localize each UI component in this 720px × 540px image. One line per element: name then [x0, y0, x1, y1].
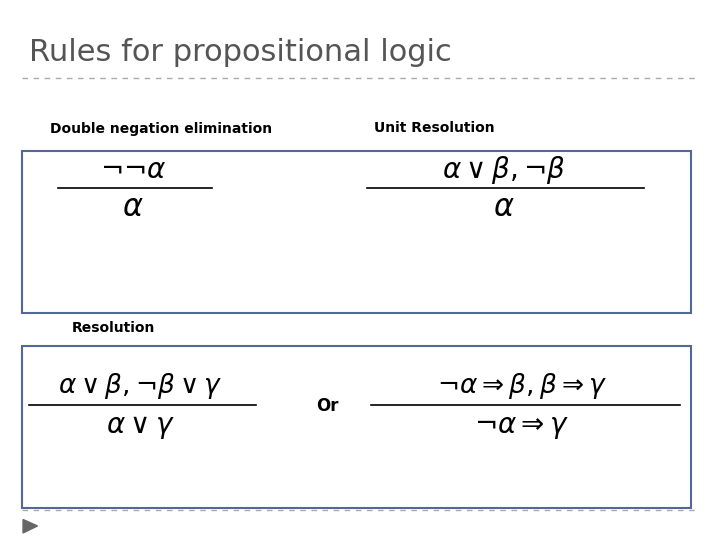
FancyBboxPatch shape [22, 346, 691, 508]
Text: $\neg\neg\alpha$: $\neg\neg\alpha$ [100, 156, 166, 184]
Polygon shape [23, 519, 37, 533]
Text: Double negation elimination: Double negation elimination [50, 122, 273, 136]
Text: $\alpha \vee \beta, \neg\beta \vee \gamma$: $\alpha \vee \beta, \neg\beta \vee \gamm… [58, 371, 222, 401]
FancyBboxPatch shape [22, 151, 691, 313]
Text: $\neg\alpha \Rightarrow \gamma$: $\neg\alpha \Rightarrow \gamma$ [474, 413, 570, 441]
Text: $\neg\alpha \Rightarrow \beta, \beta \Rightarrow \gamma$: $\neg\alpha \Rightarrow \beta, \beta \Ri… [437, 371, 607, 401]
Text: Resolution: Resolution [72, 321, 156, 335]
Text: $\alpha \vee \beta, \neg\beta$: $\alpha \vee \beta, \neg\beta$ [442, 154, 566, 186]
Text: $\alpha \vee \gamma$: $\alpha \vee \gamma$ [106, 413, 175, 441]
Text: $\alpha$: $\alpha$ [122, 193, 144, 222]
Text: Rules for propositional logic: Rules for propositional logic [29, 38, 451, 67]
Text: $\alpha$: $\alpha$ [493, 193, 515, 222]
Text: Unit Resolution: Unit Resolution [374, 122, 495, 136]
Text: Or: Or [316, 397, 339, 415]
